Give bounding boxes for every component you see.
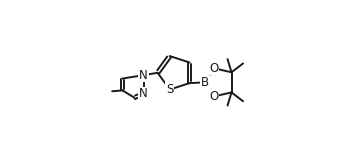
Text: S: S bbox=[166, 83, 173, 96]
Text: O: O bbox=[209, 62, 218, 75]
Text: B: B bbox=[201, 76, 209, 89]
Text: N: N bbox=[139, 87, 148, 100]
Text: O: O bbox=[209, 90, 218, 103]
Text: N: N bbox=[139, 69, 148, 82]
